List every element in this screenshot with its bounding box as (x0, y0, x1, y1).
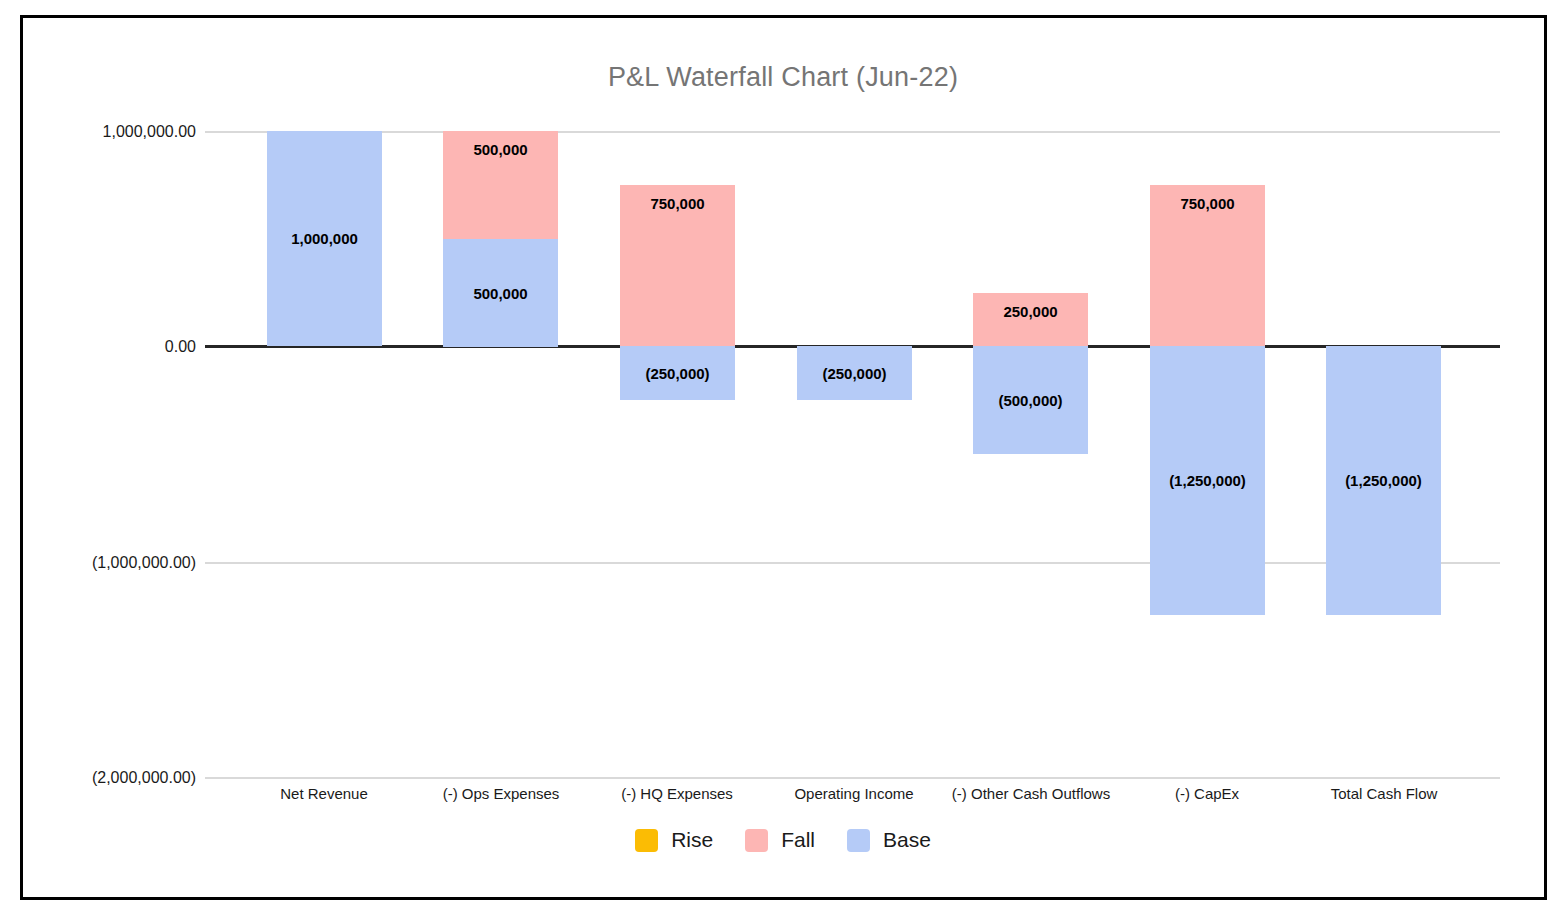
bar-value-label: 750,000 (650, 196, 704, 211)
bar-value-label: (1,250,000) (1169, 473, 1246, 488)
gridline (205, 131, 1500, 133)
bar-segment-fall: 750,000 (620, 185, 735, 347)
legend: Rise Fall Base (0, 828, 1566, 852)
y-tick-label: 1,000,000.00 (0, 123, 196, 141)
bar-segment-base: (250,000) (620, 346, 735, 400)
chart-canvas: P&L Waterfall Chart (Jun-22) 1,000,000.0… (0, 0, 1566, 918)
x-category-label: (-) Ops Expenses (443, 785, 560, 802)
y-tick-label: 0.00 (0, 338, 196, 356)
bar-segment-fall: 250,000 (973, 293, 1088, 347)
legend-swatch-rise (635, 829, 658, 852)
bar-segment-base: (500,000) (973, 346, 1088, 454)
bar-segment-fall: 500,000 (443, 131, 558, 239)
bar-segment-base: (1,250,000) (1326, 346, 1441, 615)
chart-title: P&L Waterfall Chart (Jun-22) (0, 62, 1566, 93)
legend-label: Base (883, 828, 931, 852)
bar-value-label: (250,000) (822, 366, 886, 381)
x-category-label: Total Cash Flow (1331, 785, 1438, 802)
bar-segment-base: (250,000) (797, 346, 912, 400)
bar-value-label: 500,000 (473, 286, 527, 301)
bar-value-label: (1,250,000) (1345, 473, 1422, 488)
bar-value-label: 750,000 (1180, 196, 1234, 211)
chart-frame (20, 15, 1547, 900)
bar-value-label: 500,000 (473, 142, 527, 157)
y-tick-label: (1,000,000.00) (0, 554, 196, 572)
gridline (205, 562, 1500, 564)
legend-item-rise: Rise (635, 828, 713, 852)
bar-segment-base: (1,250,000) (1150, 346, 1265, 615)
gridline (205, 777, 1500, 779)
y-tick-label: (2,000,000.00) (0, 769, 196, 787)
x-category-label: Operating Income (794, 785, 913, 802)
bar-segment-base: 500,000 (443, 239, 558, 347)
x-category-label: (-) Other Cash Outflows (952, 785, 1110, 802)
bar-value-label: 1,000,000 (291, 231, 358, 246)
bar-segment-fall: 750,000 (1150, 185, 1265, 347)
legend-item-fall: Fall (745, 828, 815, 852)
legend-label: Rise (671, 828, 713, 852)
x-category-label: (-) CapEx (1175, 785, 1239, 802)
legend-swatch-fall (745, 829, 768, 852)
legend-item-base: Base (847, 828, 931, 852)
bar-value-label: (500,000) (998, 393, 1062, 408)
bar-segment-base: 1,000,000 (267, 131, 382, 346)
x-category-label: Net Revenue (280, 785, 368, 802)
x-category-label: (-) HQ Expenses (621, 785, 733, 802)
legend-swatch-base (847, 829, 870, 852)
legend-label: Fall (781, 828, 815, 852)
bar-value-label: 250,000 (1003, 304, 1057, 319)
bar-value-label: (250,000) (645, 366, 709, 381)
